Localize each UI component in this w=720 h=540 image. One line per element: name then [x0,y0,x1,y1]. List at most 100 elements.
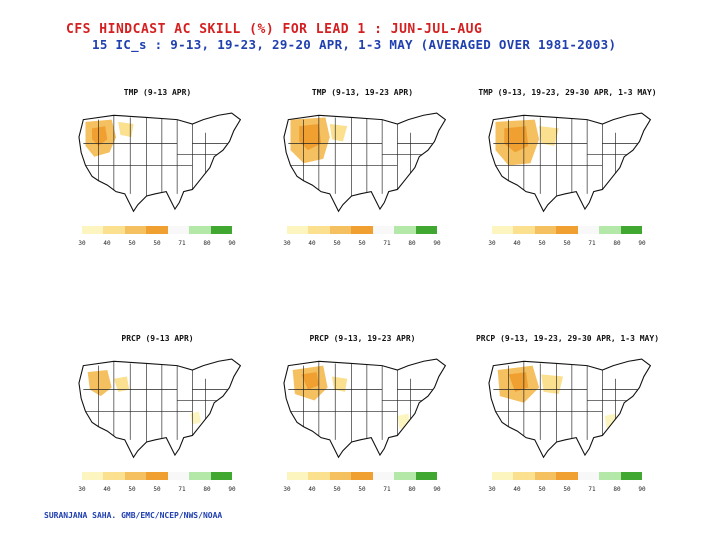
legend-swatch [124,226,147,234]
legend-swatch [82,226,104,234]
skill-region [541,374,564,394]
legend-tick-label: 40 [103,486,111,493]
legend-swatch [189,226,211,234]
legend-swatch [210,472,232,480]
country-outline [488,358,652,459]
legend-tick-label: 71 [588,240,596,247]
legend-tick-label: 80 [203,240,211,247]
us-map [283,112,447,213]
figure-title: CFS HINDCAST AC SKILL (%) FOR LEAD 1 : J… [66,22,483,37]
legend-tick-label: 50 [128,240,136,247]
legend-tick-label: 40 [103,240,111,247]
country-outline [78,112,242,213]
legend-tick-label: 80 [613,240,621,247]
legend-tick-label: 90 [433,486,441,493]
legend-tick-label: 90 [638,240,646,247]
panel-title: TMP (9-13, 19-23 APR) [311,88,414,97]
credit-line: SURANJANA SAHA. GMB/EMC/NCEP/NWS/NOAA [44,511,223,520]
legend-swatch [82,472,104,480]
legend-swatch [167,226,190,234]
legend-swatch [103,472,125,480]
map-panel-prcp-1: PRCP (9-13 APR) 30 40 50 50 71 80 90 [50,334,265,494]
legend-swatch [556,472,578,480]
map-panel-tmp-1: TMP (9-13 APR) 30 40 50 50 71 80 90 [50,88,265,248]
figure-subtitle: 15 IC_s : 9-13, 19-23, 29-20 APR, 1-3 MA… [92,37,617,52]
legend-swatch [620,226,642,234]
legend-tick-label: 71 [178,486,186,493]
skill-region [539,126,559,146]
legend-tick-label: 30 [78,240,86,247]
legend-swatch [124,472,147,480]
panel-title: PRCP (9-13, 19-23, 29-30 APR, 1-3 MAY) [475,334,660,343]
skill-region [92,126,108,146]
legend-tick-label: 50 [333,240,341,247]
legend-tick-label: 80 [408,240,416,247]
color-legend: 30 40 50 50 71 80 90 [255,226,470,248]
legend-tick-label: 80 [203,486,211,493]
skill-region [329,124,348,142]
legend-swatch [329,472,352,480]
panel-title: TMP (9-13 APR) [123,88,192,97]
legend-swatch [372,472,395,480]
country-outline [283,112,447,213]
legend-tick-label: 50 [538,240,546,247]
legend-tick-label: 30 [488,486,496,493]
legend-tick-label: 50 [153,240,161,247]
legend-tick-label: 40 [513,240,521,247]
legend-tick-label: 90 [638,486,646,493]
skill-region [87,370,112,397]
legend-tick-label: 50 [563,240,571,247]
panel-title: PRCP (9-13, 19-23 APR) [309,334,416,343]
legend-swatch [599,472,621,480]
country-outline [78,358,242,459]
color-legend: 30 40 50 50 71 80 90 [460,472,675,494]
legend-swatch [577,472,600,480]
legend-swatch [556,226,578,234]
map-panel-prcp-2: PRCP (9-13, 19-23 APR) 30 40 50 50 71 80 90 [255,334,470,494]
legend-tick-label: 30 [78,486,86,493]
legend-swatch [351,226,373,234]
legend-tick-label: 90 [433,240,441,247]
us-map [78,358,242,459]
legend-tick-label: 71 [383,240,391,247]
legend-tick-label: 90 [228,240,236,247]
legend-tick-label: 50 [563,486,571,493]
legend-swatch [620,472,642,480]
legend-tick-label: 40 [308,486,316,493]
legend-tick-label: 50 [538,486,546,493]
panel-title: TMP (9-13, 19-23, 29-30 APR, 1-3 MAY) [478,88,657,97]
legend-swatch [415,226,437,234]
country-outline [283,358,447,459]
legend-tick-label: 71 [588,486,596,493]
legend-swatch [415,472,437,480]
legend-tick-label: 71 [178,240,186,247]
legend-swatch [534,472,557,480]
legend-tick-label: 90 [228,486,236,493]
legend-swatch [351,472,373,480]
legend-swatch [599,226,621,234]
legend-swatch [287,472,309,480]
map-panel-prcp-3: PRCP (9-13, 19-23, 29-30 APR, 1-3 MAY) 3… [460,334,675,494]
color-legend: 30 40 50 50 71 80 90 [460,226,675,248]
color-legend: 30 40 50 50 71 80 90 [50,226,265,248]
legend-tick-label: 50 [153,486,161,493]
legend-swatch [308,472,330,480]
skill-region [190,411,202,425]
skill-region [508,372,529,392]
legend-swatch [513,226,535,234]
skill-region [331,376,348,392]
legend-tick-label: 30 [488,240,496,247]
us-map [78,112,242,213]
legend-tick-label: 50 [128,486,136,493]
legend-swatch [577,226,600,234]
legend-swatch [146,226,168,234]
legend-swatch [146,472,168,480]
legend-tick-label: 30 [283,240,291,247]
legend-tick-label: 80 [613,486,621,493]
legend-swatch [513,472,535,480]
us-map [283,358,447,459]
legend-swatch [329,226,352,234]
legend-swatch [189,472,211,480]
legend-tick-label: 40 [513,486,521,493]
legend-tick-label: 50 [358,486,366,493]
